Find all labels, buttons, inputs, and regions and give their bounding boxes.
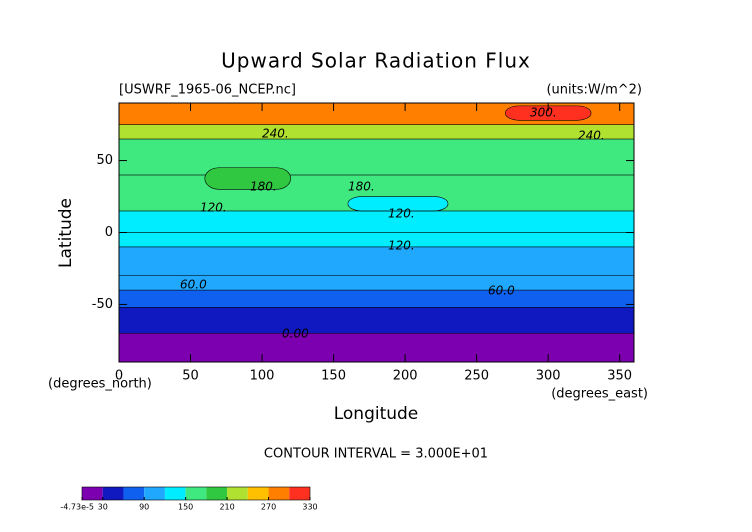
subtitle-right: (units:W/m^2) xyxy=(546,83,642,98)
y-tick-label: -50 xyxy=(92,297,113,312)
x-unit: (degrees_east) xyxy=(551,387,648,402)
contour-band xyxy=(118,246,635,276)
colorbar-swatch xyxy=(82,487,103,500)
colorbar-swatch xyxy=(102,487,124,500)
contour-label: 60.0 xyxy=(180,278,207,292)
colorbar-swatch xyxy=(268,487,290,500)
contour-band xyxy=(118,124,635,140)
x-tick-label: 250 xyxy=(464,369,489,384)
contour-band xyxy=(118,232,635,248)
contour-label: 180. xyxy=(250,180,277,194)
contour-band xyxy=(118,289,635,308)
colorbar-tick-label: 210 xyxy=(219,503,234,512)
y-axis-label: Latitude xyxy=(56,198,76,268)
x-axis-label: Longitude xyxy=(334,404,419,424)
colorbar-swatch xyxy=(144,487,165,500)
colorbar-tick-label: 90 xyxy=(139,503,149,512)
chart-title: Upward Solar Radiation Flux xyxy=(221,49,531,73)
colorbar-swatch xyxy=(185,487,207,500)
contour-patch xyxy=(347,196,449,212)
x-tick-label: 100 xyxy=(250,369,275,384)
contour-note: CONTOUR INTERVAL = 3.000E+01 xyxy=(264,447,488,462)
colorbar-tick-label: 30 xyxy=(98,503,108,512)
x-tick-label: 200 xyxy=(393,369,418,384)
colorbar-tick-label: 270 xyxy=(261,503,276,512)
colorbar-tick-label: -4.73e-5 xyxy=(60,503,94,512)
contour-label: 180. xyxy=(348,180,375,194)
x-tick-label: 350 xyxy=(607,369,632,384)
y-tick-label: 50 xyxy=(96,153,113,168)
colorbar-tick-label: 330 xyxy=(302,503,317,512)
colorbar-swatch xyxy=(247,487,269,500)
contour-label: 120. xyxy=(388,207,415,221)
colorbar-swatch xyxy=(289,487,310,500)
contour-labels: 300. 240. 240. 180. 180. 120. 120. 120. … xyxy=(180,106,605,341)
y-tick-label: 0 xyxy=(105,225,113,240)
contour-band xyxy=(118,332,635,363)
colorbar-tick-label: 150 xyxy=(178,503,193,512)
contour-label: 120. xyxy=(200,201,227,215)
contour-label: 120. xyxy=(388,239,415,253)
contour-label: 0.00 xyxy=(282,327,309,341)
y-unit: (degrees_north) xyxy=(48,377,152,392)
x-tick-label: 50 xyxy=(182,369,199,384)
x-tick-label: 0 xyxy=(115,369,123,384)
colorbar-swatch xyxy=(227,487,248,500)
colorbar-swatch xyxy=(164,487,186,500)
contour-label: 240. xyxy=(262,127,289,141)
contour-label: 240. xyxy=(578,129,605,143)
contour-band xyxy=(118,307,635,334)
subtitle-left: [USWRF_1965-06_NCEP.nc] xyxy=(119,83,296,98)
contour-field xyxy=(118,102,635,363)
colorbar-frame xyxy=(81,486,311,501)
x-tick-label: 150 xyxy=(321,369,346,384)
x-tick-label: 300 xyxy=(536,369,561,384)
colorbar-swatch xyxy=(206,487,228,500)
contour-band xyxy=(118,210,635,233)
contour-patch xyxy=(204,167,291,190)
contour-band xyxy=(118,138,635,176)
colorbar-swatch xyxy=(123,487,145,500)
contour-label: 300. xyxy=(530,106,557,120)
contour-label: 60.0 xyxy=(488,284,515,298)
